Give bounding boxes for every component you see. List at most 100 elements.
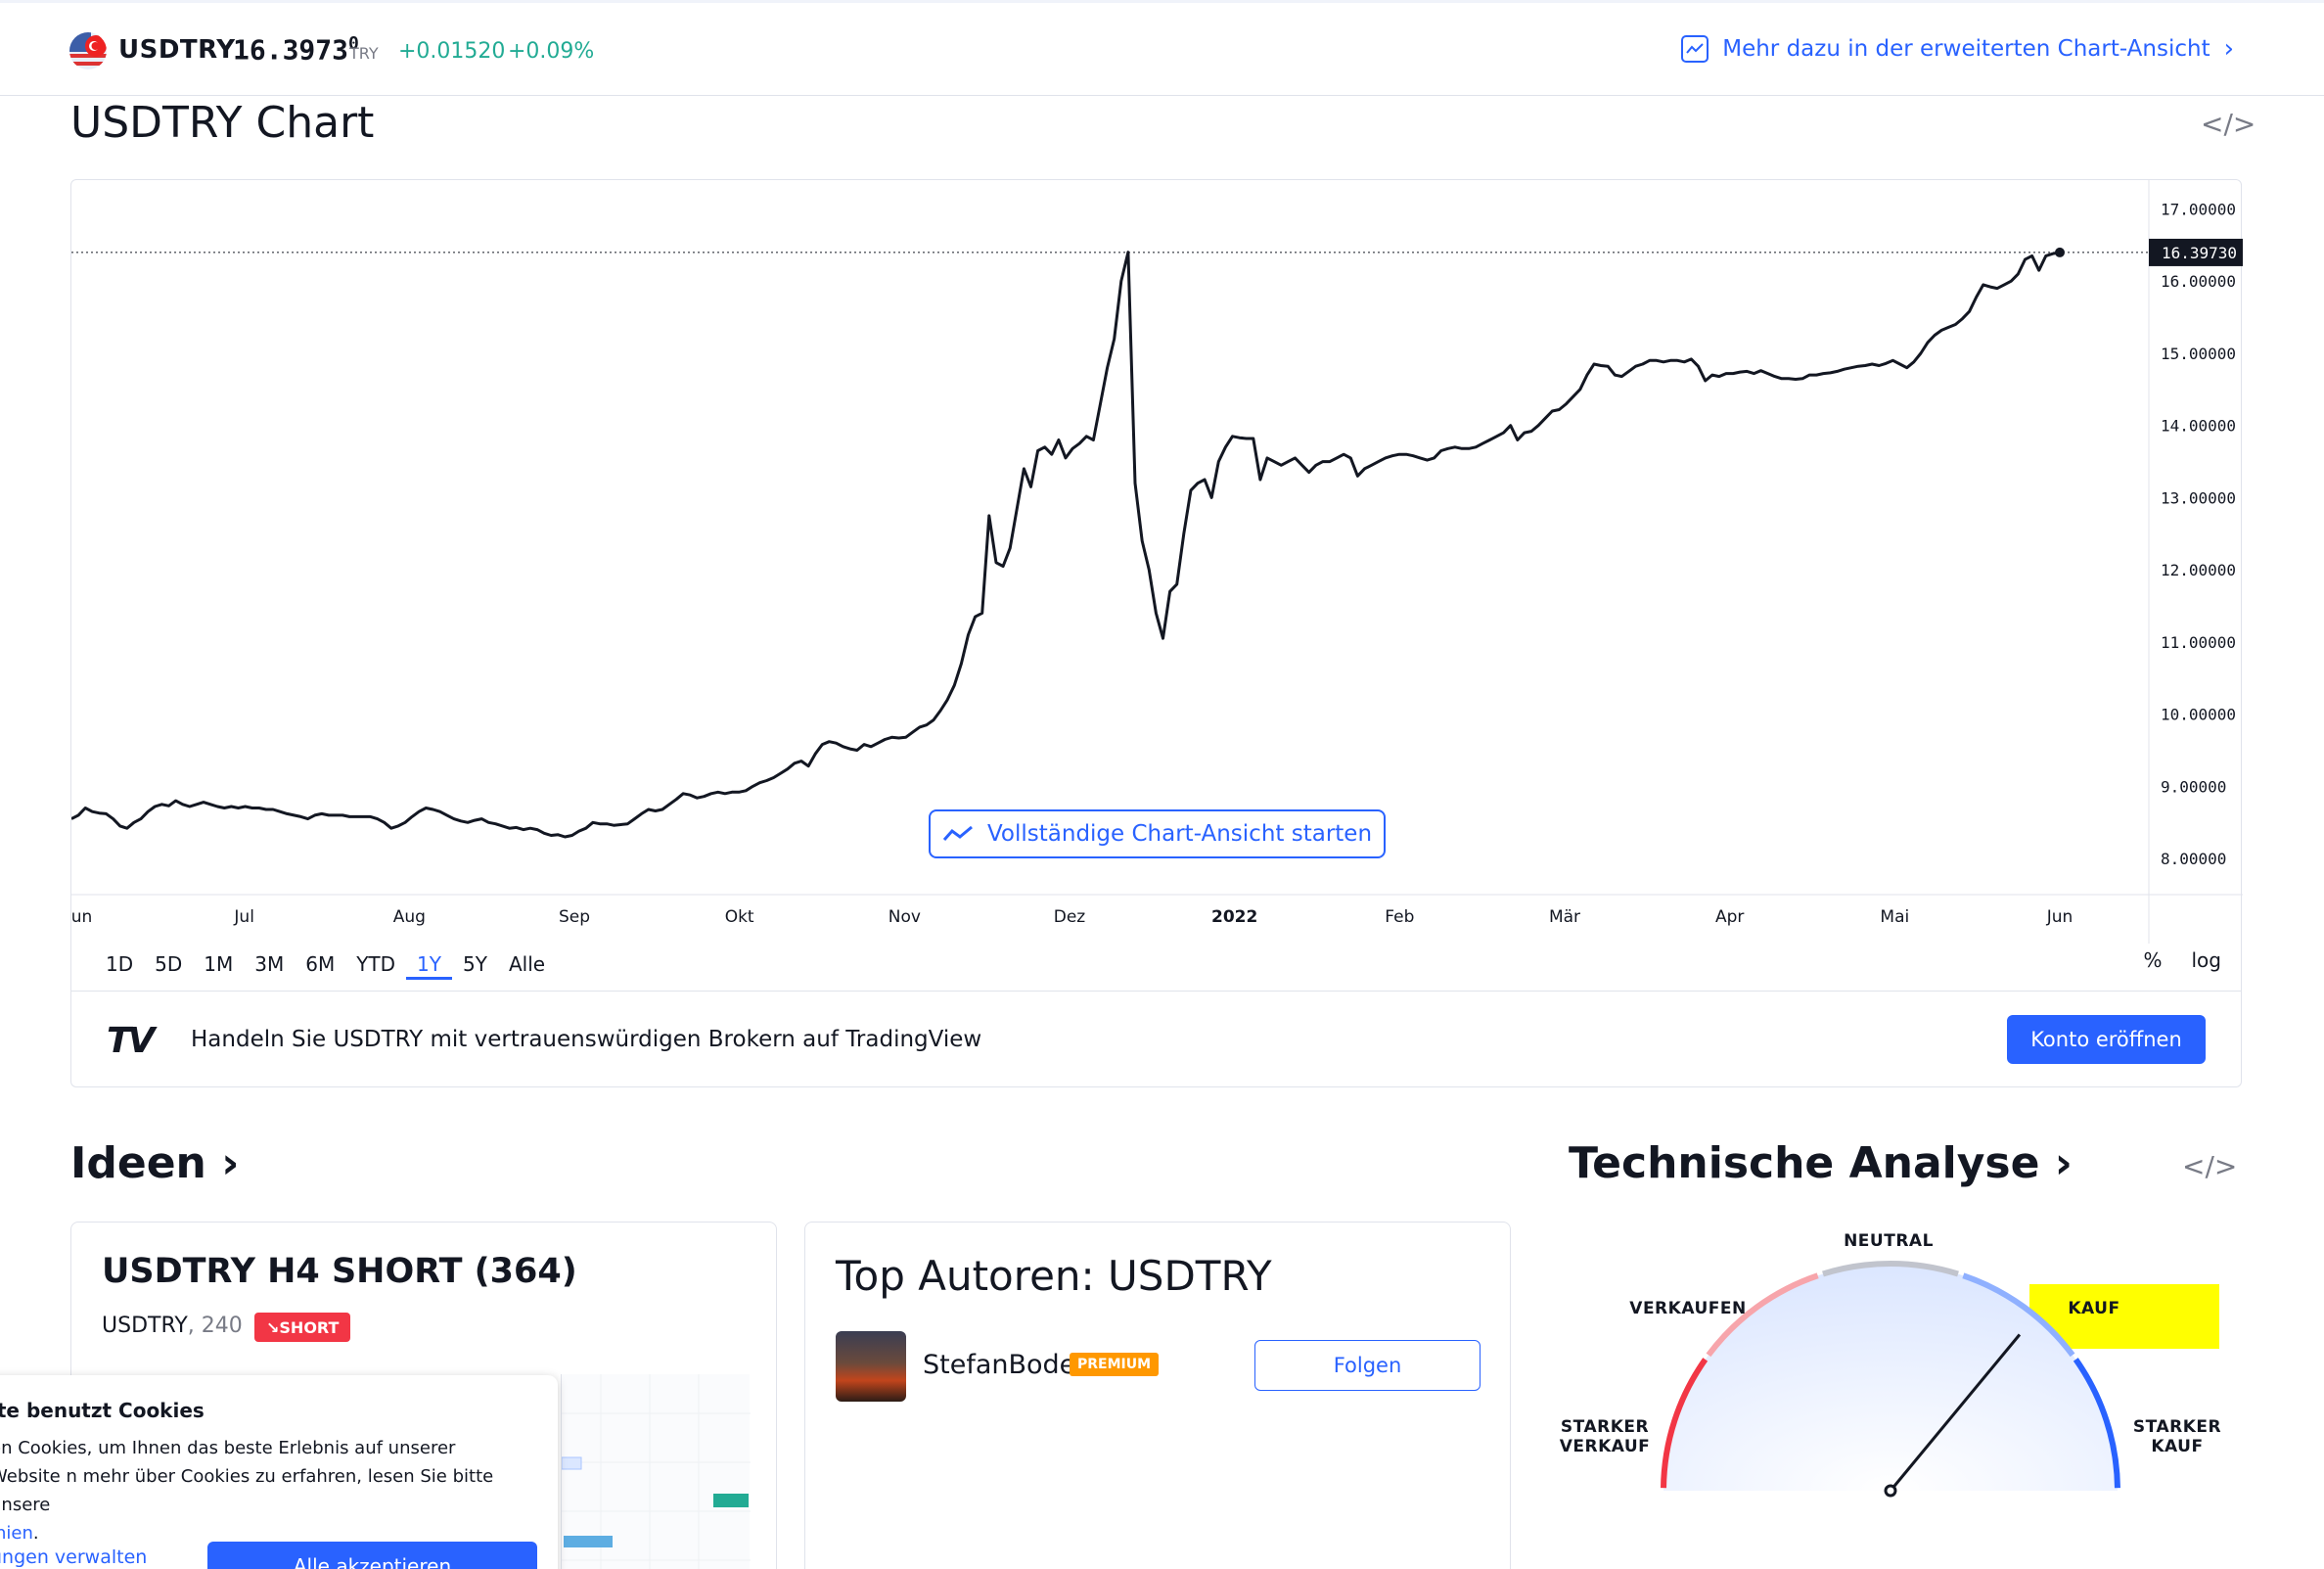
y-tick-label: 13.00000: [2161, 488, 2236, 507]
x-tick-label: Aug: [393, 907, 426, 927]
technical-gauge: [1661, 1261, 2120, 1498]
x-tick-label: Mai: [1880, 907, 1909, 927]
top-authors-title: Top Autoren: USDTRY: [836, 1252, 1272, 1300]
period-button-1y[interactable]: 1Y: [406, 948, 452, 980]
cookie-policy-link[interactable]: inien: [0, 1523, 33, 1544]
embed-code-icon[interactable]: </>: [2182, 1150, 2238, 1182]
last-price: 16.39730: [233, 33, 359, 66]
gauge-label-neutral: NEUTRAL: [1844, 1231, 1934, 1251]
period-button-alle[interactable]: Alle: [508, 952, 546, 976]
log-scale-button[interactable]: log: [2191, 948, 2222, 972]
symbol-name: USDTRY: [118, 35, 236, 65]
chart-trend-icon: [942, 825, 973, 841]
gauge-label-sell: VERKAUFEN: [1629, 1299, 1747, 1318]
period-button-5y[interactable]: 5Y: [463, 952, 487, 976]
period-button-ytd[interactable]: YTD: [356, 952, 396, 976]
top-authors-card: Top Autoren: USDTRY StefanBode PREMIUM F…: [804, 1222, 1511, 1569]
technical-analysis-heading[interactable]: Technische Analyse ›: [1569, 1138, 2073, 1188]
y-tick-label: 11.00000: [2161, 633, 2236, 652]
embed-code-icon[interactable]: </>: [2201, 108, 2256, 140]
y-tick-label: 16.00000: [2161, 272, 2236, 291]
gauge-segment-strong-sell: [1661, 1358, 1709, 1489]
gauge-needle: [1889, 1333, 2022, 1492]
period-button-1d[interactable]: 1D: [106, 952, 134, 976]
chart-card: 17.00000 16.00000 15.00000 14.00000 13.00000…: [70, 179, 2243, 1087]
full-chart-view-button[interactable]: Vollständige Chart-Ansicht starten: [929, 809, 1386, 858]
cookie-text-end: .: [32, 1523, 39, 1544]
manage-cookies-link[interactable]: ungen verwalten: [0, 1546, 148, 1568]
cookie-consent-dialog: ite benutzt Cookies en Cookies, um Ihnen…: [0, 1375, 558, 1569]
author-name[interactable]: StefanBode: [923, 1350, 1076, 1380]
advanced-chart-link-label: Mehr dazu in der erweiterten Chart-Ansic…: [1722, 36, 2210, 62]
idea-title: USDTRY H4 SHORT (364): [102, 1252, 577, 1291]
last-price-dot: [2055, 247, 2065, 257]
follow-button[interactable]: Folgen: [1254, 1340, 1481, 1391]
arrow-down-right-icon: ↘: [266, 1317, 280, 1337]
cookie-text: en Cookies, um Ihnen das beste Erlebnis …: [0, 1434, 519, 1547]
idea-thumbnail[interactable]: [561, 1374, 751, 1569]
gauge-label-buy: KAUF: [2068, 1299, 2120, 1318]
price-superscript: 0: [348, 33, 359, 54]
percent-scale-button[interactable]: %: [2143, 948, 2163, 972]
price-main: 16.3973: [233, 33, 349, 67]
advanced-chart-link[interactable]: Mehr dazu in der erweiterten Chart-Ansic…: [1681, 34, 2234, 64]
us-tr-flag-icon: [69, 32, 107, 69]
price-currency: TRY: [349, 44, 379, 63]
period-selector: 1D 5D 1M 3M 6M YTD 1Y 5Y Alle: [95, 948, 556, 980]
gauge-needle-pivot: [1884, 1484, 1897, 1498]
price-series-line: [71, 251, 2061, 839]
strong-sell-line-1: STARKER: [1560, 1417, 1650, 1437]
tradingview-logo-icon: TV: [107, 1021, 155, 1061]
price-change: +0.01520: [398, 39, 506, 64]
y-tick-label: 15.00000: [2161, 345, 2236, 363]
chart-title: USDTRY Chart: [70, 98, 375, 148]
idea-card[interactable]: USDTRY H4 SHORT (364) USDTRY, 240 ↘ SHORT: [70, 1222, 777, 1569]
x-tick-label: Feb: [1385, 907, 1414, 927]
x-tick-label: Nov: [889, 907, 921, 927]
cookie-title: ite benutzt Cookies: [0, 1399, 205, 1422]
gauge-segment-sell: [1706, 1272, 1819, 1358]
open-account-button[interactable]: Konto eröffnen: [2007, 1015, 2206, 1064]
author-avatar[interactable]: [836, 1331, 906, 1402]
short-badge: ↘ SHORT: [254, 1313, 351, 1342]
ideas-heading[interactable]: Ideen ›: [70, 1138, 240, 1188]
period-button-1m[interactable]: 1M: [204, 952, 234, 976]
y-tick-label: 9.00000: [2161, 777, 2226, 796]
gauge-label-strong-sell: STARKER VERKAUF: [1556, 1417, 1654, 1456]
x-tick-label: Jun: [2046, 907, 2073, 927]
last-price-tag: [2149, 238, 2243, 266]
idea-timeframe: , 240: [187, 1314, 243, 1338]
strong-sell-line-2: VERKAUF: [1559, 1437, 1651, 1456]
chevron-right-icon: ›: [2223, 34, 2234, 64]
y-tick-label: 10.00000: [2161, 706, 2236, 724]
chart-line-icon: [1681, 35, 1709, 63]
accept-all-cookies-button[interactable]: Alle akzeptieren: [207, 1542, 537, 1569]
idea-symbol-name: USDTRY: [102, 1314, 188, 1338]
strong-buy-line-2: KAUF: [2151, 1437, 2204, 1456]
y-tick-label: 12.00000: [2161, 561, 2236, 579]
last-price-label: 16.39730: [2162, 244, 2237, 262]
period-button-5d[interactable]: 5D: [155, 952, 183, 976]
gauge-fill: [1663, 1264, 2118, 1491]
x-tick-label: Dez: [1054, 907, 1086, 927]
broker-banner: TV Handeln Sie USDTRY mit vertrauenswürd…: [71, 991, 2241, 1086]
y-tick-label: 14.00000: [2161, 417, 2236, 436]
gauge-segment-strong-buy: [2073, 1358, 2120, 1489]
price-change-percent: +0.09%: [508, 39, 595, 64]
gauge-segment-buy: [1962, 1272, 2075, 1358]
x-tick-label: Jul: [233, 907, 254, 927]
price-chart[interactable]: 17.00000 16.00000 15.00000 14.00000 13.00000…: [71, 180, 2243, 944]
x-tick-label: Apr: [1715, 907, 1744, 927]
short-badge-label: SHORT: [279, 1317, 340, 1337]
premium-badge: PREMIUM: [1070, 1353, 1160, 1376]
x-tick-label: 2022: [1211, 907, 1257, 927]
full-chart-view-label: Vollständige Chart-Ansicht starten: [986, 821, 1373, 847]
gauge-segment-neutral: [1822, 1261, 1959, 1277]
period-button-3m[interactable]: 3M: [254, 952, 285, 976]
broker-banner-text: Handeln Sie USDTRY mit vertrauenswürdige…: [191, 1027, 982, 1052]
cookie-body: en Cookies, um Ihnen das beste Erlebnis …: [0, 1438, 494, 1515]
period-button-6m[interactable]: 6M: [305, 952, 336, 976]
x-tick-label: Mär: [1549, 907, 1580, 927]
scale-options: % log: [2143, 948, 2221, 972]
idea-symbol: USDTRY, 240: [102, 1314, 243, 1338]
